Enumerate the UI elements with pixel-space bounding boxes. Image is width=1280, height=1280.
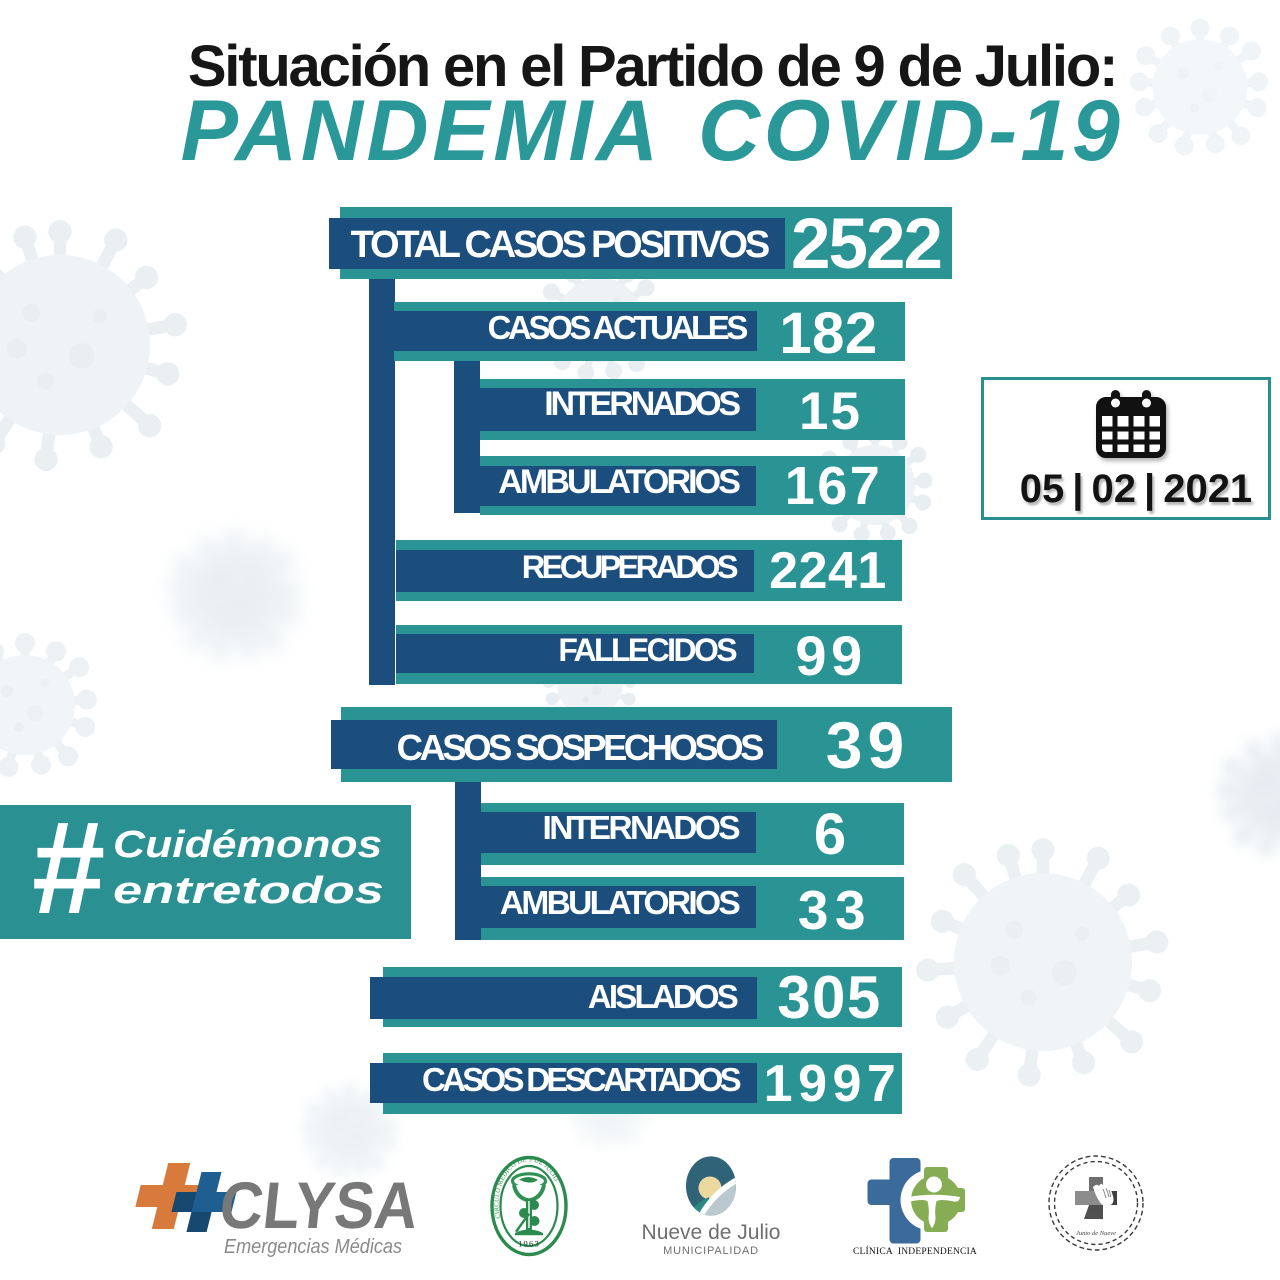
- svg-text:1963: 1963: [518, 1239, 540, 1249]
- svg-text:Junto de Nueve: Junto de Nueve: [1076, 1230, 1116, 1237]
- svg-text:ACEC: ACEC: [1089, 1214, 1103, 1219]
- svg-text:Nueve de Julio: Nueve de Julio: [642, 1221, 781, 1244]
- svg-text:CLÍNICA INDEPENDENCIA: CLÍNICA INDEPENDENCIA: [853, 1245, 977, 1257]
- svg-text:MUNICIPALIDAD: MUNICIPALIDAD: [663, 1245, 759, 1257]
- svg-text:Emergencias Médicas: Emergencias Médicas: [224, 1236, 402, 1258]
- svg-text:CLYSA: CLYSA: [216, 1169, 422, 1243]
